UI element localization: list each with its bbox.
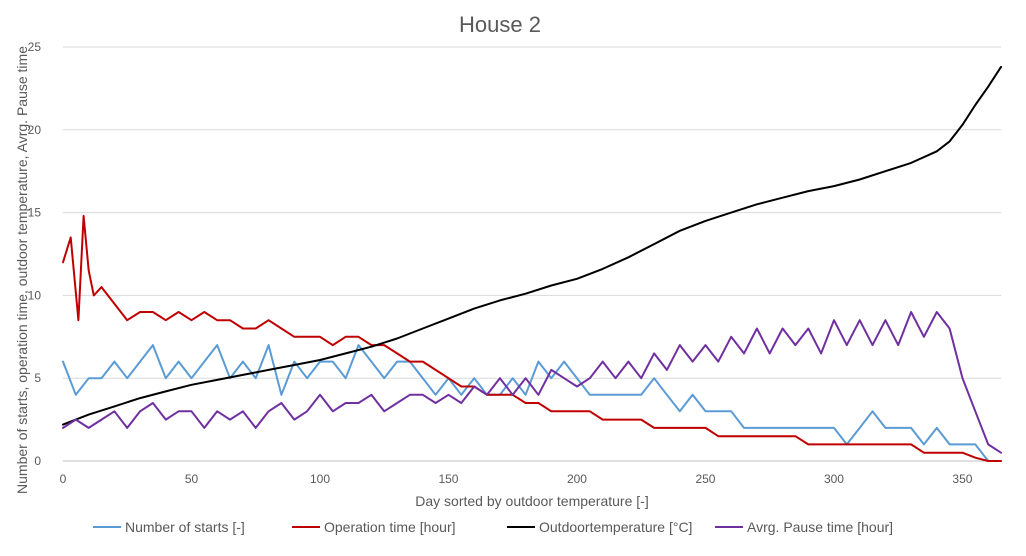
x-tick-label: 300 [824, 472, 844, 486]
y-tick-label: 5 [34, 371, 41, 385]
y-tick-label: 15 [28, 206, 42, 220]
y-axis-title: Number of starts, operation time, outdoo… [14, 46, 30, 494]
series-line-2 [62, 214, 1002, 462]
x-tick-label: 350 [952, 472, 972, 486]
series-line-1 [62, 344, 1002, 462]
legend-label: Outdoortemperature [°C] [539, 519, 692, 535]
y-axis-ticks: 0 5 10 15 20 25 [28, 40, 42, 468]
legend: Number of starts [-] Operation time [hour… [93, 519, 893, 535]
x-tick-label: 150 [438, 472, 458, 486]
y-tick-label: 10 [28, 288, 42, 302]
x-tick-label: 250 [695, 472, 715, 486]
x-axis-ticks: 0 50 100 150 200 250 300 350 [60, 472, 973, 486]
x-axis-title: Day sorted by outdoor temperature [-] [415, 493, 648, 509]
y-tick-label: 0 [34, 454, 41, 468]
x-tick-label: 200 [567, 472, 587, 486]
gridlines [63, 46, 1001, 462]
legend-label: Number of starts [-] [125, 519, 245, 535]
chart-title: House 2 [459, 12, 541, 37]
x-tick-label: 50 [185, 472, 199, 486]
series-line-3 [62, 65, 1002, 426]
legend-label: Operation time [hour] [324, 519, 456, 535]
x-tick-label: 0 [60, 472, 67, 486]
x-tick-label: 100 [310, 472, 330, 486]
legend-label: Avrg. Pause time [hour] [747, 519, 893, 535]
series-line-4 [62, 311, 1002, 454]
series-lines [62, 65, 1002, 462]
y-tick-label: 20 [28, 123, 42, 137]
y-tick-label: 25 [28, 40, 42, 54]
